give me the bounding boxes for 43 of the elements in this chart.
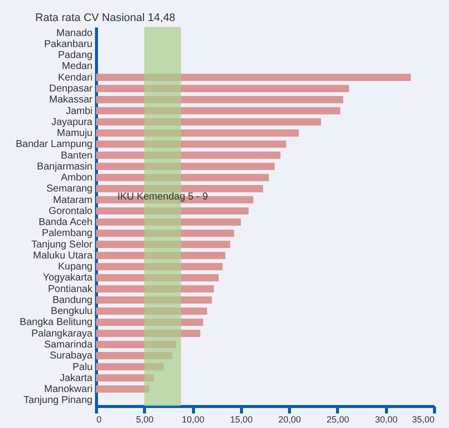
x-tick-label: 20,00: [278, 414, 301, 424]
y-tick-label: Jayapura: [51, 116, 93, 128]
y-tick-label: Jakarta: [60, 372, 93, 384]
y-tick-label: Maluku Utara: [33, 250, 93, 262]
y-tick-label: Bandar Lampung: [16, 139, 92, 150]
y-tick-label: Bandung: [52, 294, 92, 306]
chart-title: Rata rata CV Nasional 14,48: [35, 12, 176, 24]
x-tick-label: 5,00: [136, 414, 154, 424]
y-tick-label: Mamuju: [56, 128, 92, 140]
y-tick-label: Yogyakarta: [42, 272, 93, 284]
x-tick-label: 35,00: [412, 414, 434, 424]
y-tick-label: Samarinda: [44, 340, 93, 351]
x-tick-label: 30,00: [374, 414, 398, 424]
y-tick-label: Tanjung Selor: [31, 239, 94, 250]
y-tick-label: Palangkaraya: [31, 328, 93, 340]
y-tick-label: Medan: [62, 61, 92, 72]
y-tick-label: Banda Aceh: [38, 217, 92, 228]
x-tick-label: 25,00: [326, 414, 350, 424]
y-tick-label: Pakanbaru: [44, 38, 92, 50]
y-tick-label: Tanjung Pinang: [24, 395, 92, 406]
y-tick-label: Padang: [58, 50, 92, 62]
x-tick-label: 0: [96, 414, 102, 424]
y-tick-label: Gorontalo: [48, 206, 93, 217]
y-tick-label: Palembang: [42, 228, 92, 240]
y-tick-label: Bengkulu: [50, 306, 92, 318]
x-tick-label: 15,00: [230, 414, 253, 424]
y-tick-label: Surabaya: [50, 350, 93, 362]
y-tick-label: Ambon: [60, 172, 92, 184]
y-tick-label: Kendari: [58, 72, 92, 84]
y-tick-label: Manado: [56, 28, 93, 39]
y-tick-label: Palu: [72, 362, 92, 373]
y-tick-label: Mataram: [53, 194, 92, 206]
y-tick-label: Jambi: [66, 106, 92, 117]
y-tick-label: Banten: [60, 150, 92, 162]
y-tick-label: Makassar: [49, 94, 94, 106]
y-tick-label: Pontianak: [48, 284, 94, 295]
y-tick-label: Bangka Belitung: [20, 317, 92, 328]
y-tick-label: Manokwari: [44, 384, 92, 396]
x-tick-label: 10,00: [182, 414, 204, 424]
y-tick-label: Banjarmasin: [36, 161, 92, 172]
y-tick-label: Denpasar: [49, 83, 94, 94]
y-tick-label: Semarang: [46, 184, 92, 195]
y-tick-label: Kupang: [58, 262, 92, 273]
